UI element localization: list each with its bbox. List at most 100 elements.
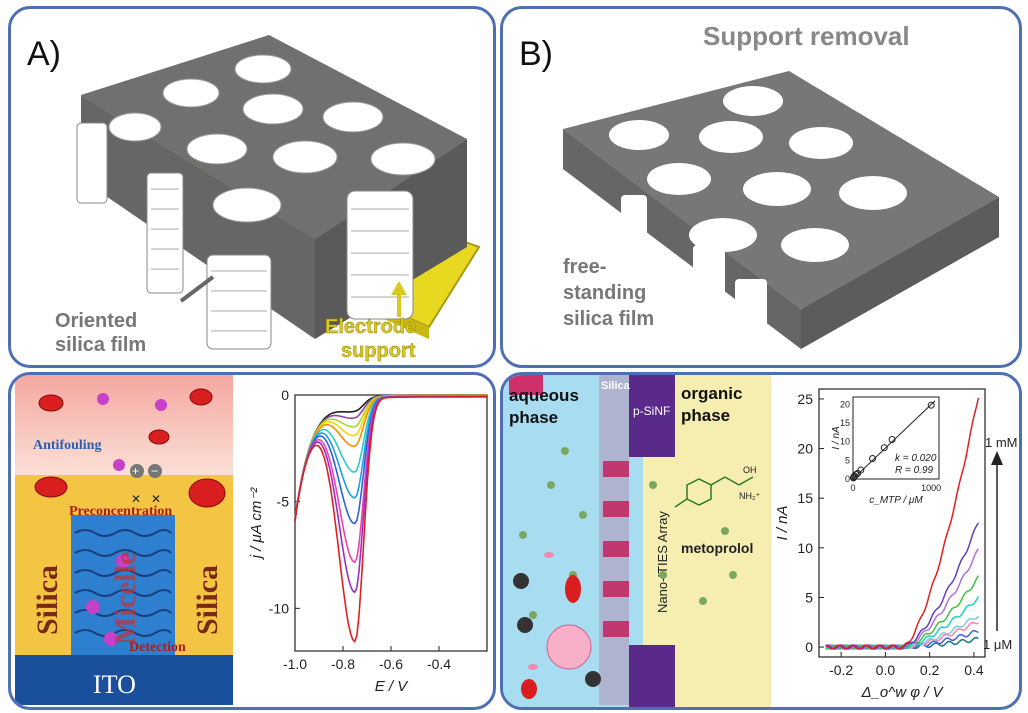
organic-label-line2: phase [681,406,730,425]
chart-d-xtick-label: 0.0 [876,662,896,678]
chart-d-ytick-label: 5 [805,589,813,605]
chart-c-xtick-label: -0.6 [379,656,403,672]
chart-d-top-label: 1 mM [985,435,1018,450]
panel-b-illustration: B) Support removal free- standing silica… [519,21,999,349]
chart-c-xtick-label: -0.4 [427,656,451,672]
micelle-label: Micelle [109,552,142,645]
chart-d-frame [818,388,986,658]
inset-point-5 [857,466,865,474]
inset-point-7 [880,444,888,452]
chart-d-xtick-label: -0.2 [829,662,853,678]
analyte-spheres [86,393,167,646]
inset-ytick-label: 0 [845,474,850,484]
chart-c-xtick-label: -1.0 [283,656,307,672]
inset-fit-line [852,400,936,480]
free-film-right [801,197,999,349]
electrode-arrow [391,281,407,317]
inset-xtick-label: 0 [850,483,855,493]
inset-k-label: k = 0.020 [895,453,937,464]
silica-tag [509,375,543,395]
chart-d-ytick-label: 10 [797,540,813,556]
chart-d-xtick-label: 0.4 [964,662,984,678]
free-film-pores [609,86,907,349]
aqueous-label-line2: phase [509,408,558,427]
electrode-label-line2: support [341,340,416,362]
panel-d-scheme: aqueous phase Silica p-SiNF organic phas… [503,375,771,707]
nh-label: NH₂⁺ [739,491,760,501]
oriented-film-label-line2: silica film [55,334,146,356]
chart-d-bottom-label: 1 μM [983,637,1012,652]
pore-channels [76,122,414,350]
silica-pores [603,461,629,637]
pore-channel-texture [151,188,409,332]
chart-d-series-8 [825,397,980,650]
chart-d-series-6 [825,548,980,650]
organic-label-line1: organic [681,384,742,403]
free-film-label-line1: free- [563,256,606,278]
micelle-lines [74,529,172,637]
silica-membrane [599,375,629,705]
inset-point-6 [869,455,877,462]
chart-d-ylabel: I / nA [774,505,791,540]
inset-xlabel: c_MTP / μM [869,495,923,506]
silica-right-label: Silica [191,565,224,635]
chart-c-series-10 [294,396,487,643]
metoprolol-label: metoprolol [681,540,753,556]
ito-label: ITO [93,670,136,699]
charge-symbols: + − ✕ ✕ [130,464,162,506]
chart-d-trend-arrowhead [991,451,1003,465]
chart-c-ytick-label: 0 [281,387,289,403]
chart-c-ytick-label: -5 [277,494,290,510]
chart-d-series-4 [825,595,980,650]
chart-d-ytick-label: 20 [797,441,813,457]
ito-electrode [15,655,233,705]
panel-c: + − ✕ ✕ Antifouling Preconcentration Sil… [8,372,496,710]
inset-ytick-label: 15 [840,418,850,428]
svg-text:✕: ✕ [151,492,161,506]
inset-point-3 [852,471,860,479]
inset-r-label: R = 0.99 [895,465,934,476]
silica-left-label: Silica [31,565,64,635]
chart-d-ytick-label: 0 [805,639,813,655]
free-film-label-line3: silica film [563,308,654,330]
nano-ities-label: Nano-ITIES Array [655,511,670,613]
chart-d-series-7 [825,522,980,650]
psinf-block-top [629,375,675,457]
panel-d-current-chart: -0.2 0.0 0.2 0.4 0 5 10 15 20 25 Δ_o^w φ / V I / nA… [774,388,1018,701]
chart-d-xlabel: Δ_o^w φ / V [860,684,944,701]
chart-c-xtick-label: -0.8 [331,656,355,672]
panel-a-illustration: A) [27,35,481,362]
inset-ytick-label: 10 [840,437,850,447]
psinf-label: p-SiNF [633,404,670,418]
panel-d: aqueous phase Silica p-SiNF organic phas… [500,372,1022,710]
chart-d-xtick-label: 0.2 [920,662,940,678]
panel-b-letter: B) [519,35,553,73]
electrode-label-line1: Electrode [325,316,416,338]
pore-openings [108,54,436,223]
chart-d-ytick-label: 15 [797,490,813,506]
chart-c-ylabel: j / μA cm⁻² [248,487,265,561]
panel-b: B) Support removal free- standing silica… [500,6,1022,368]
oriented-film-label-line1: Oriented [55,310,137,332]
panel-c-scheme: + − ✕ ✕ Antifouling Preconcentration Sil… [15,375,233,705]
aqueous-label-line1: aqueous [509,386,579,405]
inset-ytick-label: 20 [840,399,850,409]
oh-label: OH [743,465,757,475]
blood-components [513,552,601,699]
oriented-film-pointer [179,275,215,303]
red-blood-cells [34,388,226,508]
panel-b-title: Support removal [703,21,910,51]
chart-d-ytick-label: 25 [797,391,813,407]
detection-label: Detection [129,640,186,655]
svg-text:+: + [132,464,139,478]
chart-c-xlabel: E / V [375,678,410,695]
panel-c-voltammogram: -1.0 -0.8 -0.6 -0.4 0 -5 -10 E / V j / μA cm⁻² [248,387,488,695]
svg-text:−: − [151,464,158,478]
svg-text:✕: ✕ [131,492,141,506]
chart-c-series-7 [294,395,487,525]
antifouling-label: Antifouling [33,438,101,453]
silica-tag-label: Silica [601,380,631,392]
preconcentration-label: Preconcentration [69,504,172,519]
inset-ylabel: I / nA [831,426,842,450]
inset-ytick-label: 5 [845,455,850,465]
